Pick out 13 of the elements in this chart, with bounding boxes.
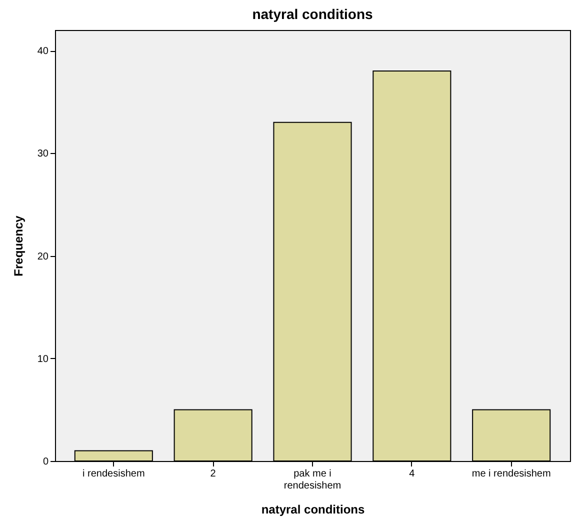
y-tick-label: 40 bbox=[37, 46, 49, 58]
x-tick-label: me i rendesishem bbox=[472, 468, 551, 480]
x-tick-label: 4 bbox=[409, 468, 416, 480]
x-axis-title: natyral conditions bbox=[261, 502, 365, 516]
y-axis-title: Frequency bbox=[11, 215, 26, 276]
y-tick-label: 0 bbox=[42, 456, 49, 468]
y-tick-label: 10 bbox=[37, 354, 49, 365]
y-tick-label: 30 bbox=[37, 148, 49, 160]
x-tick-label: i rendesishem bbox=[82, 468, 145, 480]
x-tick-label: 2 bbox=[210, 468, 216, 480]
x-tick-label: pak me i rendesishem bbox=[284, 468, 342, 492]
chart-title: natyral conditions bbox=[252, 6, 373, 22]
y-tick-label: 20 bbox=[37, 251, 49, 262]
